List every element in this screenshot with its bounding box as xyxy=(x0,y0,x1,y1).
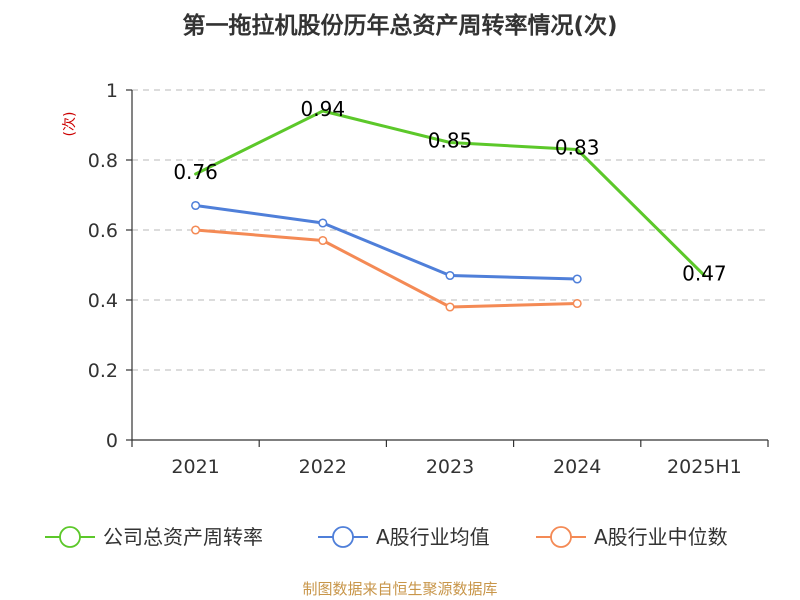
data-label-0-0: 0.76 xyxy=(173,160,218,184)
series-1-point-2 xyxy=(445,270,455,281)
series-group xyxy=(191,109,706,312)
x-tick-label-0: 2021 xyxy=(171,456,219,478)
source-note: 制图数据来自恒生聚源数据库 xyxy=(302,580,497,598)
y-tick-label-0: 0 xyxy=(106,430,118,452)
axes: 0 0.2 0.4 0.6 0.8 1 2021 2022 2023 2024 2025H1 xyxy=(88,80,769,478)
grid xyxy=(132,89,768,371)
y-axis-label: (次) xyxy=(62,112,78,137)
legend-item-1: A股行业均值 xyxy=(318,525,490,549)
y-tick-label-4: 0.8 xyxy=(88,150,118,172)
y-tick-label-1: 0.2 xyxy=(88,360,118,382)
series-1-point-3 xyxy=(572,274,582,284)
data-labels: 0.76 0.94 0.85 0.83 0.47 xyxy=(173,97,726,286)
legend-marker-2 xyxy=(550,526,572,548)
series-line-0 xyxy=(194,109,706,277)
legend-marker-0 xyxy=(59,526,81,548)
y-tick-label-5: 1 xyxy=(106,80,118,102)
series-2-point-2 xyxy=(445,302,455,312)
data-label-0-3: 0.83 xyxy=(555,136,600,160)
data-label-0-4: 0.47 xyxy=(682,262,727,286)
series-2-point-1 xyxy=(318,235,328,246)
x-tick-label-1: 2022 xyxy=(299,456,347,478)
series-line-2 xyxy=(194,228,579,309)
series-line-1 xyxy=(194,204,579,281)
series-1-point-1 xyxy=(318,218,328,228)
legend-marker-1 xyxy=(332,526,354,548)
series-1-point-0 xyxy=(191,200,201,211)
series-2-point-3 xyxy=(572,298,582,309)
x-tick-label-2: 2023 xyxy=(426,456,474,478)
y-tick-label-3: 0.6 xyxy=(88,220,118,242)
series-2-point-0 xyxy=(191,225,201,235)
legend-item-0: 公司总资产周转率 xyxy=(45,525,263,549)
legend-label-0: 公司总资产周转率 xyxy=(103,525,263,549)
x-tick-label-4: 2025H1 xyxy=(667,456,742,478)
legend-item-2: A股行业中位数 xyxy=(536,525,728,549)
data-label-0-2: 0.85 xyxy=(428,129,473,153)
data-label-0-1: 0.94 xyxy=(301,97,346,121)
legend-label-1: A股行业均值 xyxy=(376,525,490,549)
legend-label-2: A股行业中位数 xyxy=(594,525,728,549)
legend: 公司总资产周转率 A股行业均值 A股行业中位数 xyxy=(45,525,728,549)
chart-title: 第一拖拉机股份历年总资产周转率情况(次) xyxy=(182,12,617,39)
y-tick-label-2: 0.4 xyxy=(88,290,118,312)
x-tick-label-3: 2024 xyxy=(553,456,601,478)
